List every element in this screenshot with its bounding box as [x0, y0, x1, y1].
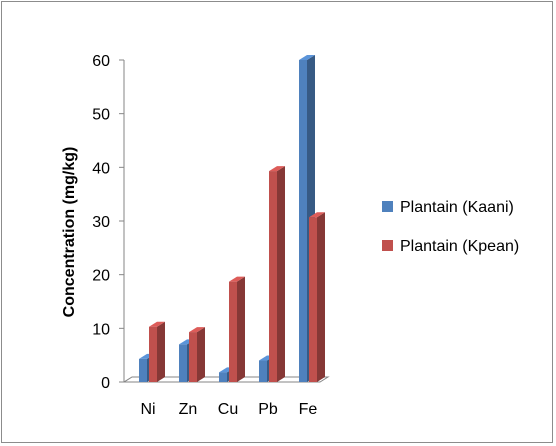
- bar-front: [149, 326, 157, 382]
- x-tick-labels: Ni Zn Cu Pb Fe: [140, 401, 317, 418]
- legend-label: Plantain (Kaani): [400, 199, 514, 216]
- bar-top: [269, 166, 285, 172]
- bar-front: [269, 171, 277, 382]
- bar-front: [259, 360, 267, 382]
- chart-bars: [139, 55, 325, 382]
- x-tick-label: Pb: [258, 401, 278, 418]
- bar-top: [299, 55, 315, 60]
- bar-front: [189, 332, 197, 382]
- bar-ni-series-2: [149, 321, 165, 382]
- chart-axes: [119, 59, 330, 383]
- bar-side: [277, 166, 285, 382]
- bar-front: [229, 281, 237, 382]
- bar-front: [299, 60, 307, 382]
- bar-front: [179, 344, 187, 382]
- floor-plane: [122, 376, 330, 383]
- y-tick-label: 0: [101, 375, 110, 392]
- y-tick-label: 40: [92, 160, 110, 177]
- legend-item-1: Plantain (Kaani): [382, 199, 514, 216]
- bar-side: [157, 321, 165, 382]
- x-tick-label: Fe: [299, 401, 318, 418]
- bar-front: [139, 358, 147, 382]
- bar-top: [189, 327, 205, 333]
- y-tick-label: 50: [92, 107, 110, 124]
- bar-side: [237, 276, 245, 382]
- legend-swatch: [382, 240, 393, 251]
- bar-pb-series-2: [269, 166, 285, 382]
- y-tick-label: 10: [92, 321, 110, 338]
- bar-side: [317, 212, 325, 382]
- legend-item-2: Plantain (Kpean): [382, 238, 519, 255]
- bar-front: [309, 217, 317, 382]
- y-tick-labels: 0 10 20 30 40 50 60: [92, 53, 110, 392]
- x-tick-label: Cu: [218, 401, 238, 418]
- x-tick-label: Zn: [179, 401, 198, 418]
- y-tick-label: 20: [92, 268, 110, 285]
- legend-label: Plantain (Kpean): [400, 238, 519, 255]
- legend: Plantain (Kaani) Plantain (Kpean): [382, 199, 519, 255]
- bar-zn-series-2: [189, 327, 205, 382]
- legend-swatch: [382, 201, 393, 212]
- bar-top: [229, 276, 245, 282]
- bar-top: [309, 212, 325, 218]
- bar-fe-series-2: [309, 212, 325, 382]
- y-tick-label: 30: [92, 214, 110, 231]
- bar-front: [219, 372, 227, 382]
- y-axis-title: Concentration (mg/kg): [61, 147, 78, 318]
- y-tick-label: 60: [92, 53, 110, 70]
- x-tick-label: Ni: [140, 401, 155, 418]
- bar-cu-series-2: [229, 276, 245, 382]
- bar-side: [197, 327, 205, 382]
- bar-top: [149, 321, 165, 327]
